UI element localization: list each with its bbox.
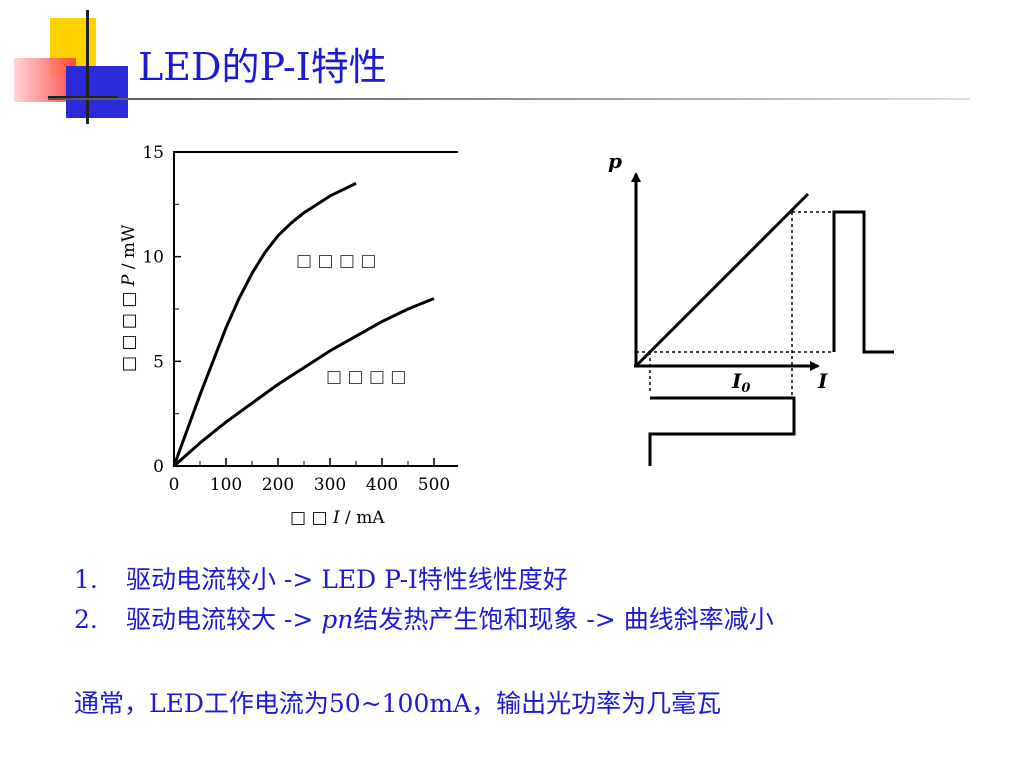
y-tick-label: 0 xyxy=(153,457,164,477)
x-tick-label: 200 xyxy=(262,475,294,495)
pi-characteristic-chart: 0 5 10 15 0 100 200 300 400 500 □ □ □ □ □ □ □ □ □ … xyxy=(119,143,458,528)
x-axis-label: □ □ I / mA xyxy=(290,508,385,528)
y-tick-label: 10 xyxy=(142,248,164,268)
series-label: □ □ □ □ xyxy=(326,367,406,387)
threshold-label: I0 xyxy=(731,369,750,396)
deco-horizontal-line xyxy=(48,96,118,99)
y-tick-label: 5 xyxy=(153,352,164,372)
pi-modulation-diagram: p I I0 xyxy=(608,149,894,466)
series-label: □ □ □ □ xyxy=(296,251,376,271)
deco-vertical-line xyxy=(86,10,89,124)
y-axis-label: □ □ □ □ P / mW xyxy=(119,224,139,372)
plot-frame xyxy=(173,151,458,467)
x-axis-label: I xyxy=(817,369,828,393)
slide-title: LED的P-I特性 xyxy=(138,45,387,89)
x-tick-label: 0 xyxy=(169,475,180,495)
x-tick-label: 300 xyxy=(314,475,346,495)
title-underline xyxy=(48,98,970,100)
input-current-pulse xyxy=(648,396,796,466)
summary-note: 通常，LED工作电流为50~100mA，输出光功率为几毫瓦 xyxy=(74,689,722,718)
output-light-pulse xyxy=(832,210,894,354)
deco-red-square xyxy=(14,58,76,102)
pi-linear-curve xyxy=(634,192,810,368)
x-tick-label: 500 xyxy=(418,475,450,495)
series-line xyxy=(172,182,357,467)
bullet-list: 1. 驱动电流较小 -> LED P-I特性线性度好 2. 驱动电流较大 -> pn… xyxy=(74,560,774,640)
x-tick-label: 400 xyxy=(366,475,398,495)
bullet-item: 2. 驱动电流较大 -> pn结发热产生饱和现象 -> 曲线斜率减小 xyxy=(74,605,774,634)
y-tick-label: 15 xyxy=(142,143,164,163)
series-line xyxy=(173,297,435,468)
bullet-item: 1. 驱动电流较小 -> LED P-I特性线性度好 xyxy=(74,565,568,594)
y-axis-label: p xyxy=(608,149,622,173)
deco-blue-square xyxy=(66,66,128,118)
x-tick-label: 100 xyxy=(210,475,242,495)
